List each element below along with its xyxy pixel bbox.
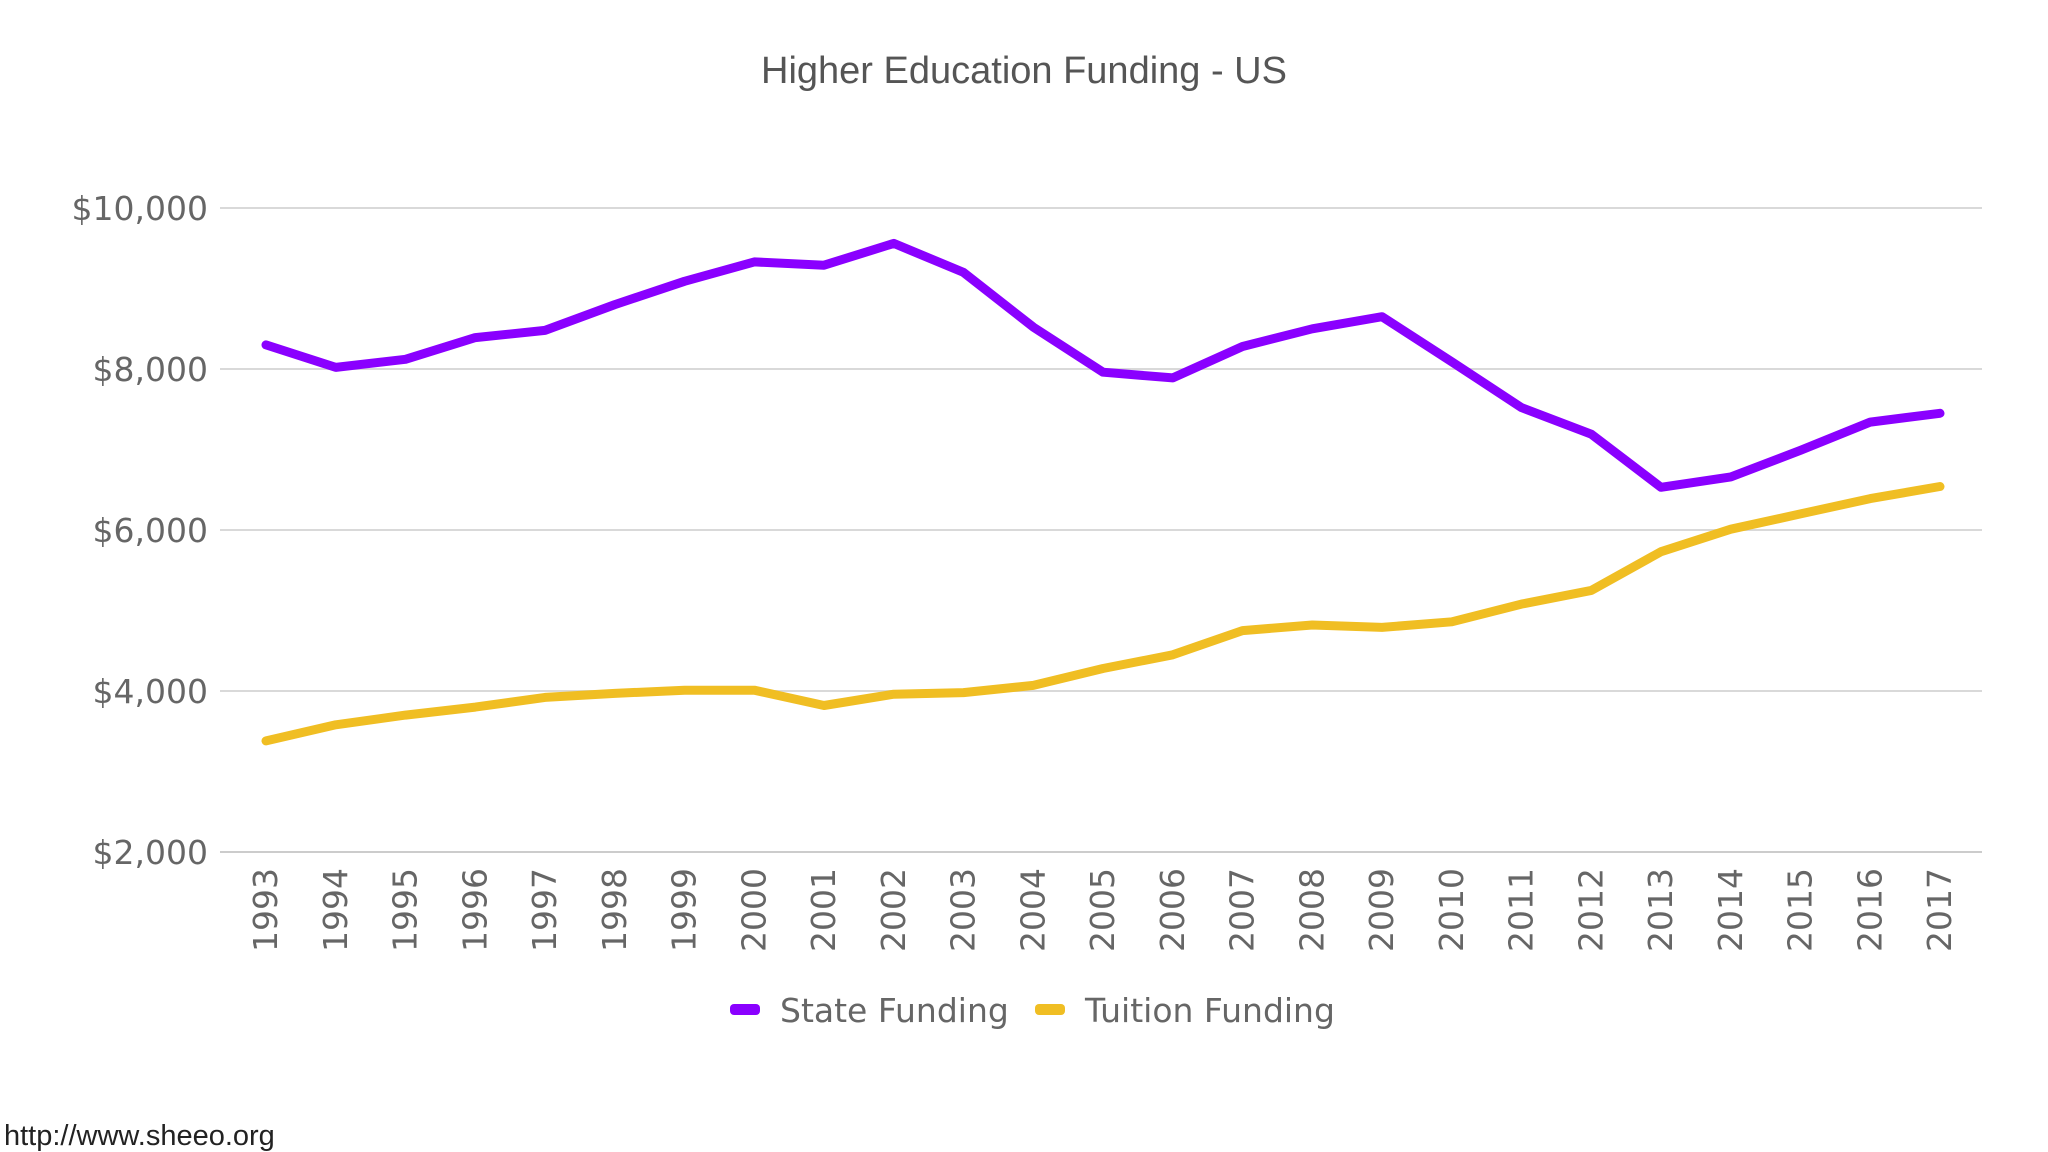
data-point <box>1798 511 1803 516</box>
data-point <box>403 713 408 718</box>
data-point <box>1659 549 1663 554</box>
data-point <box>752 688 757 693</box>
data-point <box>1728 474 1733 479</box>
data-point <box>822 263 826 268</box>
x-tick-label: 1995 <box>386 868 425 952</box>
series-line-tuition-funding <box>261 482 1945 746</box>
y-tick-label: $10,000 <box>72 189 208 228</box>
data-point <box>822 703 826 708</box>
data-point <box>1310 326 1315 331</box>
data-point <box>264 738 268 743</box>
series-line-state-funding <box>261 238 1945 492</box>
data-point <box>543 328 547 333</box>
y-tick-label: $6,000 <box>93 511 208 550</box>
data-point <box>682 279 687 284</box>
data-point <box>1798 448 1803 453</box>
chart-title: Higher Education Funding - US <box>761 50 1287 92</box>
x-tick-label: 2006 <box>1153 868 1192 952</box>
data-point <box>1031 325 1036 330</box>
x-axis-tick-labels: 1993 1994 1995 1996 1997 1998 1999 2000 2001 2002… <box>246 868 1959 952</box>
data-point <box>1101 666 1105 671</box>
x-tick-label: 2016 <box>1850 868 1889 952</box>
x-tick-label: 2003 <box>944 868 983 952</box>
data-point <box>1449 359 1454 364</box>
x-tick-label: 2001 <box>804 868 843 952</box>
data-point <box>1519 602 1524 607</box>
x-tick-label: 2012 <box>1571 868 1610 952</box>
y-tick-label: $8,000 <box>93 350 208 389</box>
data-point <box>1659 485 1663 490</box>
data-point <box>612 691 617 696</box>
data-point <box>1519 405 1524 410</box>
x-tick-label: 2014 <box>1711 868 1750 952</box>
data-point <box>1868 420 1873 425</box>
x-tick-label: 2005 <box>1083 868 1122 952</box>
data-point <box>891 241 896 246</box>
data-point <box>1170 375 1175 380</box>
y-axis-tick-labels: $2,000 $4,000 $6,000 $8,000 $10,000 <box>72 189 208 872</box>
x-tick-label: 1999 <box>665 868 704 952</box>
x-tick-label: 2015 <box>1781 868 1820 952</box>
data-point <box>333 365 338 370</box>
series-lines <box>261 238 1945 746</box>
legend-swatch <box>730 1004 760 1015</box>
data-point <box>1170 652 1175 657</box>
legend-swatch <box>1035 1004 1065 1015</box>
data-point <box>473 705 478 710</box>
data-point <box>543 695 547 700</box>
data-point <box>1728 527 1733 532</box>
data-point <box>1589 432 1594 437</box>
data-point <box>1101 370 1105 375</box>
x-tick-label: 2011 <box>1502 868 1541 952</box>
x-tick-label: 1994 <box>316 868 355 952</box>
data-point <box>1310 622 1315 627</box>
data-point <box>961 270 966 275</box>
data-point <box>1868 496 1873 501</box>
x-tick-label: 1996 <box>455 868 494 952</box>
legend-label: Tuition Funding <box>1084 991 1335 1030</box>
x-tick-label: 2007 <box>1223 868 1262 952</box>
data-point <box>1449 619 1454 624</box>
x-tick-label: 2010 <box>1432 868 1471 952</box>
x-tick-label: 2004 <box>1013 868 1052 952</box>
gridlines <box>220 207 1982 853</box>
data-point <box>333 722 338 727</box>
data-point <box>1240 628 1245 633</box>
data-point <box>682 688 687 693</box>
x-tick-label: 2013 <box>1641 868 1680 952</box>
data-point <box>473 335 478 340</box>
data-point <box>1589 588 1594 593</box>
data-point <box>891 692 896 697</box>
x-tick-label: 2017 <box>1920 868 1959 952</box>
x-tick-label: 2009 <box>1362 868 1401 952</box>
data-point <box>1240 344 1245 349</box>
x-tick-label: 2002 <box>874 868 913 952</box>
legend-label: State Funding <box>780 991 1009 1030</box>
data-point <box>403 357 408 362</box>
data-point <box>1938 411 1942 416</box>
source-url: http://www.sheeo.org <box>4 1120 275 1152</box>
legend: State Funding Tuition Funding <box>730 991 1335 1030</box>
data-point <box>1031 683 1036 688</box>
x-tick-label: 2000 <box>734 868 773 952</box>
x-tick-label: 2008 <box>1292 868 1331 952</box>
x-tick-label: 1997 <box>525 868 564 952</box>
x-tick-label: 1993 <box>246 868 285 952</box>
x-tick-label: 1998 <box>595 868 634 952</box>
data-point <box>752 259 757 264</box>
data-point <box>961 690 966 695</box>
y-tick-label: $2,000 <box>93 833 208 872</box>
data-point <box>1380 625 1384 630</box>
data-point <box>1938 484 1942 489</box>
data-point <box>264 342 268 347</box>
y-tick-label: $4,000 <box>93 672 208 711</box>
data-point <box>612 302 617 307</box>
data-point <box>1380 314 1384 319</box>
